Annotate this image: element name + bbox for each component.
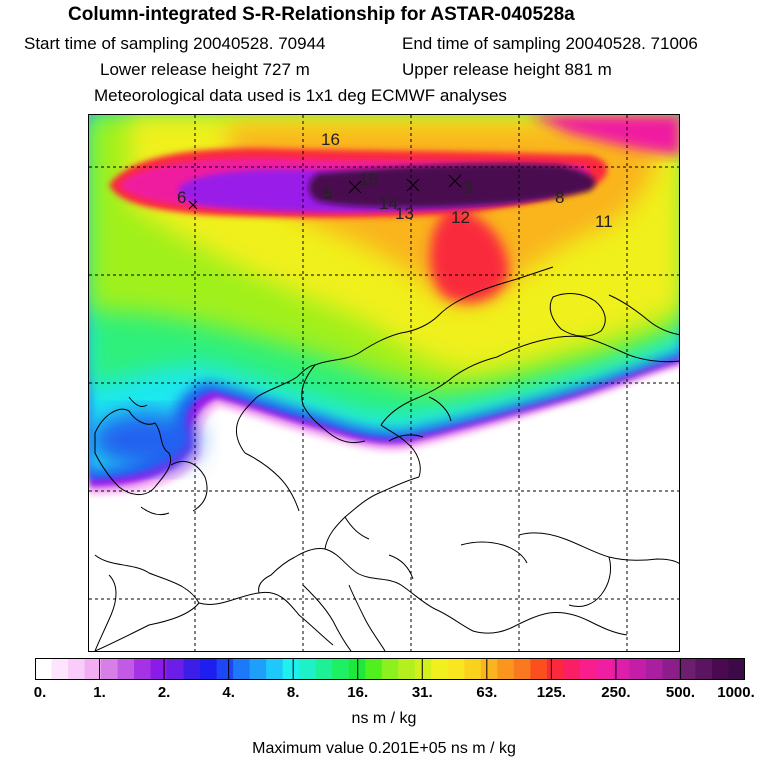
colorbar-tick-label: 31.	[411, 684, 433, 701]
contour-label-3: 3	[463, 178, 472, 197]
contour-label-11: 11	[595, 212, 613, 231]
colorbar-segment	[35, 658, 53, 680]
lower-release-label: Lower release height 727 m	[100, 60, 310, 79]
colorbar-segment	[233, 658, 251, 680]
field-blue-patch-west	[89, 412, 199, 468]
colorbar-segment	[662, 658, 680, 680]
colorbar-segment	[84, 658, 102, 680]
colorbar-segment	[167, 658, 185, 680]
contour-label-8: 8	[555, 188, 564, 207]
colorbar-segment	[398, 658, 416, 680]
colorbar-tick-label: 4.	[222, 684, 235, 701]
colorbar-tick-label: 500.	[665, 684, 696, 701]
colorbar-tick-label: 1000.	[717, 684, 755, 701]
colorbar-segment	[282, 658, 300, 680]
coastlines	[94, 266, 679, 651]
maximum-value-label: Maximum value 0.201E+05 ns m / kg	[252, 740, 516, 757]
colorbar-segment	[711, 658, 730, 680]
colorbar-segment	[101, 658, 119, 680]
colorbar-segment	[299, 658, 317, 680]
colorbar-tick-label: 125.	[536, 684, 566, 701]
colorbar-segment	[563, 658, 581, 680]
colorbar-segment	[332, 658, 350, 680]
colorbar-segment	[315, 658, 333, 680]
colorbar	[35, 658, 745, 680]
colorbar-segment	[497, 658, 515, 680]
colorbar-tick-label: 16.	[347, 684, 369, 701]
colorbar-segment	[216, 658, 234, 680]
start-time-label: Start time of sampling 20040528. 70944	[24, 34, 326, 53]
colorbar-segment	[728, 658, 745, 680]
colorbar-segment	[447, 658, 465, 680]
colorbar-segment	[695, 658, 713, 680]
colorbar-segment	[513, 658, 531, 680]
colorbar-segment	[612, 658, 631, 680]
sensitivity-map: 16 6 5 15 14 13 12 3 8 11	[89, 115, 679, 651]
colorbar-tick-label: 63.	[476, 684, 498, 701]
map-panel: 16 6 5 15 14 13 12 3 8 11	[88, 114, 680, 652]
colorbar-border	[35, 658, 745, 680]
colorbar-segment	[68, 658, 86, 680]
upper-release-label: Upper release height 881 m	[402, 60, 612, 79]
colorbar-segment	[150, 658, 168, 680]
colorbar-segment	[530, 658, 548, 680]
colorbar-segment	[51, 658, 69, 680]
end-time-label: End time of sampling 20040528. 71006	[402, 34, 698, 53]
colorbar-tick-label: 0.	[33, 684, 47, 701]
colorbar-segment	[414, 658, 432, 680]
contour-label-12: 12	[451, 208, 470, 227]
meteorological-data-label: Meteorological data used is 1x1 deg ECMW…	[94, 86, 507, 105]
field-dark-core	[308, 163, 596, 208]
colorbar-segment	[431, 658, 449, 680]
colorbar-segment	[464, 658, 482, 680]
grid-lines	[89, 115, 679, 651]
colorbar-tick-label: 8.	[286, 684, 300, 701]
colorbar-unit-label: ns m / kg	[351, 710, 417, 727]
colorbar-tick-label: 2.	[157, 684, 171, 701]
contour-label-5: 5	[323, 184, 332, 203]
colorbar-segment	[546, 658, 564, 680]
contour-label-16: 16	[321, 130, 340, 149]
colorbar-segment	[249, 658, 267, 680]
colorbar-segment	[134, 658, 152, 680]
release-markers	[188, 174, 462, 210]
colorbar-segment	[678, 658, 697, 680]
colorbar-segment	[200, 658, 218, 680]
colorbar-segment	[365, 658, 383, 680]
field-red-plume	[430, 205, 509, 303]
colorbar-segment	[266, 658, 284, 680]
colorbar-segment	[381, 658, 399, 680]
contour-label-13: 13	[395, 204, 414, 223]
colorbar-segment	[117, 658, 135, 680]
page-title: Column-integrated S-R-Relationship for A…	[68, 4, 575, 25]
contour-label-15: 15	[359, 170, 378, 189]
colorbar-ticks: 0. 1. 2. 4. 8. 16. 31. 63. 125. 250. 500. 1000.	[0, 684, 768, 706]
contour-label-6: 6	[177, 188, 186, 207]
colorbar-segment	[645, 658, 664, 680]
contour-labels: 16 6 5 15 14 13 12 3 8 11	[177, 130, 613, 231]
field-magenta-top	[529, 115, 679, 155]
colorbar-segment	[183, 658, 201, 680]
colorbar-segment	[629, 658, 647, 680]
colorbar-segment	[579, 658, 597, 680]
colorbar-tick-label: 250.	[601, 684, 631, 701]
colorbar-segment	[596, 658, 614, 680]
colorbar-segment	[480, 658, 498, 680]
contour-label-14: 14	[379, 194, 398, 213]
colorbar-tick-label: 1.	[93, 684, 106, 701]
